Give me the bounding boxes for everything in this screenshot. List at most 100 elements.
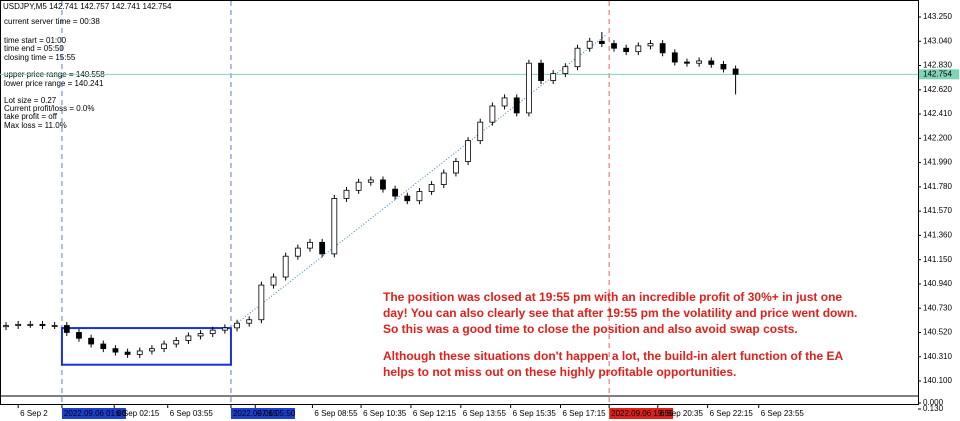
current-price-label: 142.754	[923, 69, 952, 78]
candle-body	[440, 172, 447, 185]
y-tick-label: 141.150	[923, 255, 952, 264]
candle-body	[562, 66, 569, 75]
x-tick-label: 2022.09.06 19:55	[611, 409, 674, 418]
candle-body	[270, 276, 277, 286]
info-line: lower price range = 140.241	[4, 79, 104, 88]
indicator-tick-label: 0.130	[923, 404, 944, 413]
candle-body	[671, 52, 678, 63]
candle-body	[343, 189, 350, 199]
x-tick-label: 2022.09.06 01:00	[64, 409, 127, 418]
candle-body	[465, 140, 471, 162]
y-tick-label: 141.990	[923, 158, 952, 167]
y-tick-label: 140.730	[923, 303, 952, 312]
candle-body	[623, 47, 630, 53]
info-line: Lot size = 0.27	[4, 96, 57, 105]
candle-body	[550, 73, 557, 81]
x-tick-label: 6 Sep 15:35	[513, 409, 557, 418]
x-label-highlight	[609, 408, 674, 419]
candle-body	[246, 319, 253, 324]
candle-body	[416, 191, 423, 202]
y-tick-label: 140.520	[923, 328, 952, 337]
candle-body	[282, 255, 289, 278]
current-price-box	[919, 69, 959, 80]
candle-body	[185, 335, 192, 341]
candle-body	[51, 325, 58, 327]
candle-body	[392, 188, 399, 197]
y-tick-label: 141.570	[923, 206, 952, 215]
info-line: closing time = 15:55	[4, 53, 76, 62]
candle-body	[611, 43, 617, 49]
x-tick-label: 6 Sep 08:55	[314, 409, 358, 418]
y-tick-label: 141.780	[923, 182, 952, 191]
candle-body	[477, 121, 484, 142]
range-box	[60, 327, 232, 366]
candle-body	[88, 337, 95, 345]
candle-body	[647, 43, 654, 47]
candle-body	[124, 351, 131, 355]
y-tick-label: 140.310	[923, 352, 952, 361]
x-label-highlight	[230, 408, 295, 419]
candle-body	[100, 343, 107, 350]
x-tick-label: 6 Sep 22:15	[710, 409, 754, 418]
info-line: time end = 05:50	[4, 44, 64, 53]
candle-body	[404, 195, 411, 202]
candle-body	[221, 327, 228, 331]
candle-body	[15, 323, 22, 326]
candle-body	[331, 198, 338, 255]
x-tick-label: 6 Sep 17:15	[562, 409, 606, 418]
candle-body	[39, 323, 46, 326]
x-tick-label: 2022.09.06 05:50	[233, 409, 296, 418]
x-tick-label: 07:15	[257, 409, 278, 418]
x-tick-label: 6 Sep 23:55	[761, 409, 805, 418]
candle-body	[367, 179, 374, 183]
info-line: current server time = 00:38	[4, 17, 100, 26]
candle-body	[307, 241, 313, 249]
y-tick-label: 140.100	[923, 376, 952, 385]
y-tick-label: 142.200	[923, 133, 952, 142]
candle-body	[149, 348, 155, 352]
y-tick-label: 142.830	[923, 61, 952, 70]
candle-body	[112, 348, 119, 353]
x-tick-label: 6 Sep 13:55	[463, 409, 507, 418]
y-tick-label: 142.620	[923, 85, 952, 94]
candle-body	[635, 45, 642, 53]
x-label-highlight	[61, 408, 126, 419]
candle-body	[27, 323, 34, 326]
candle-body	[513, 97, 520, 114]
annotation: The position was closed at 19:55 pm with…	[383, 290, 858, 336]
candle-body	[574, 47, 581, 68]
candle-body	[525, 62, 532, 114]
x-tick-label: 6 Sep 02:15	[116, 409, 160, 418]
candle-body	[258, 284, 265, 321]
x-tick-label: 6 Sep 03:55	[170, 409, 214, 418]
candle-body	[209, 329, 216, 335]
chart-title: USDJPY,M5 142.741 142.757 142.741 142.75…	[3, 2, 172, 11]
candle-body	[3, 325, 9, 328]
candle-body	[63, 325, 70, 333]
candle-body	[319, 241, 326, 255]
annotation: Although these situations don't happen a…	[383, 349, 843, 379]
candle-body	[696, 60, 703, 64]
y-tick-label: 140.940	[923, 279, 952, 288]
info-line: Current profit/loss = 0.0%	[4, 104, 94, 113]
candle-body	[732, 68, 739, 75]
candle-body	[76, 332, 82, 339]
info-line: Max loss = 11.0%	[4, 121, 67, 130]
x-tick-label: 6 Sep 12:15	[413, 409, 457, 418]
indicator-tick-label: 0.000	[923, 398, 944, 407]
x-tick-label: 6 Sep 20:35	[660, 409, 704, 418]
candle-body	[659, 43, 666, 54]
y-tick-label: 141.360	[923, 231, 952, 240]
candle-body	[161, 343, 167, 350]
y-tick-label: 143.040	[923, 36, 952, 45]
x-tick-label: 6 Sep 10:35	[363, 409, 407, 418]
candle-body	[586, 40, 593, 49]
candle-body	[136, 350, 143, 355]
y-tick-label: 143.250	[923, 12, 952, 21]
y-tick-label: 142.410	[923, 109, 952, 118]
candle-body	[428, 184, 435, 192]
candle-body	[234, 322, 240, 329]
candle-body	[489, 105, 496, 123]
